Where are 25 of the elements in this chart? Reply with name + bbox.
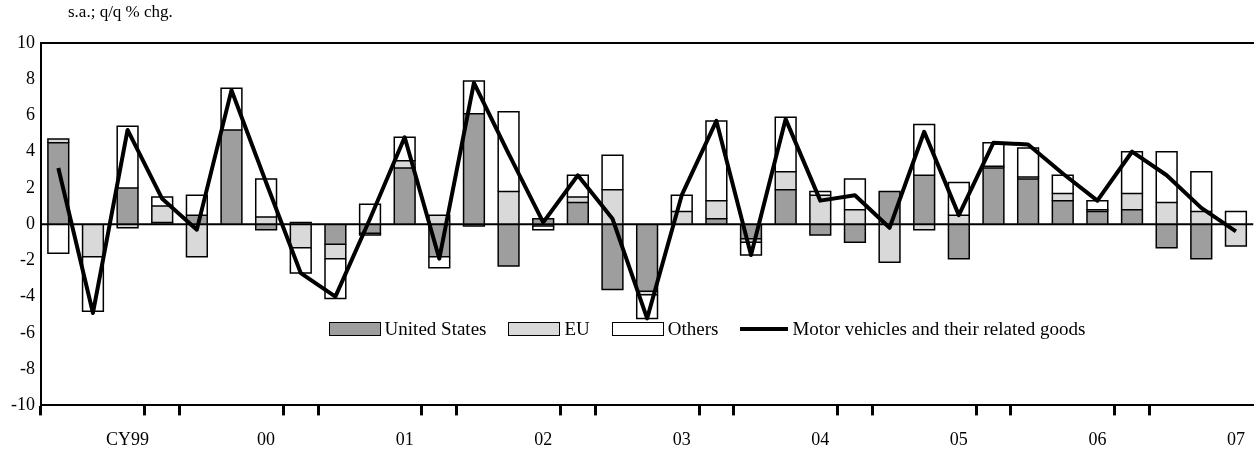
- x-tick-label: 04: [811, 428, 830, 449]
- legend-label: Others: [667, 318, 719, 341]
- x-tick-label: CY99: [106, 428, 150, 449]
- y-tick-label: -6: [19, 321, 35, 342]
- legend-label: Motor vehicles and their related goods: [792, 318, 1086, 341]
- y-axis-title: s.a.; q/q % chg.: [68, 2, 173, 22]
- y-tick-label: -8: [19, 357, 35, 378]
- y-tick-label: 4: [25, 140, 35, 161]
- x-tick-label: 07: [1226, 428, 1245, 449]
- y-tick-label: -2: [19, 249, 35, 270]
- x-tick-label: 03: [672, 428, 691, 449]
- y-tick-label: 8: [25, 67, 35, 88]
- x-tick-label: 05: [949, 428, 968, 449]
- y-tick-label: 6: [25, 104, 35, 125]
- y-tick-label: 2: [25, 176, 35, 197]
- legend-label: United States: [384, 318, 487, 341]
- x-tick-label: 06: [1088, 428, 1107, 449]
- y-tick-label: 10: [16, 31, 35, 52]
- y-tick-label: -4: [19, 285, 35, 306]
- x-tick-label: 00: [257, 428, 276, 449]
- x-tick-label: 01: [395, 428, 414, 449]
- y-tick-label: -10: [10, 394, 35, 415]
- x-tick-label: 02: [534, 428, 553, 449]
- y-tick-label: 0: [25, 212, 35, 233]
- legend-label: EU: [564, 318, 590, 341]
